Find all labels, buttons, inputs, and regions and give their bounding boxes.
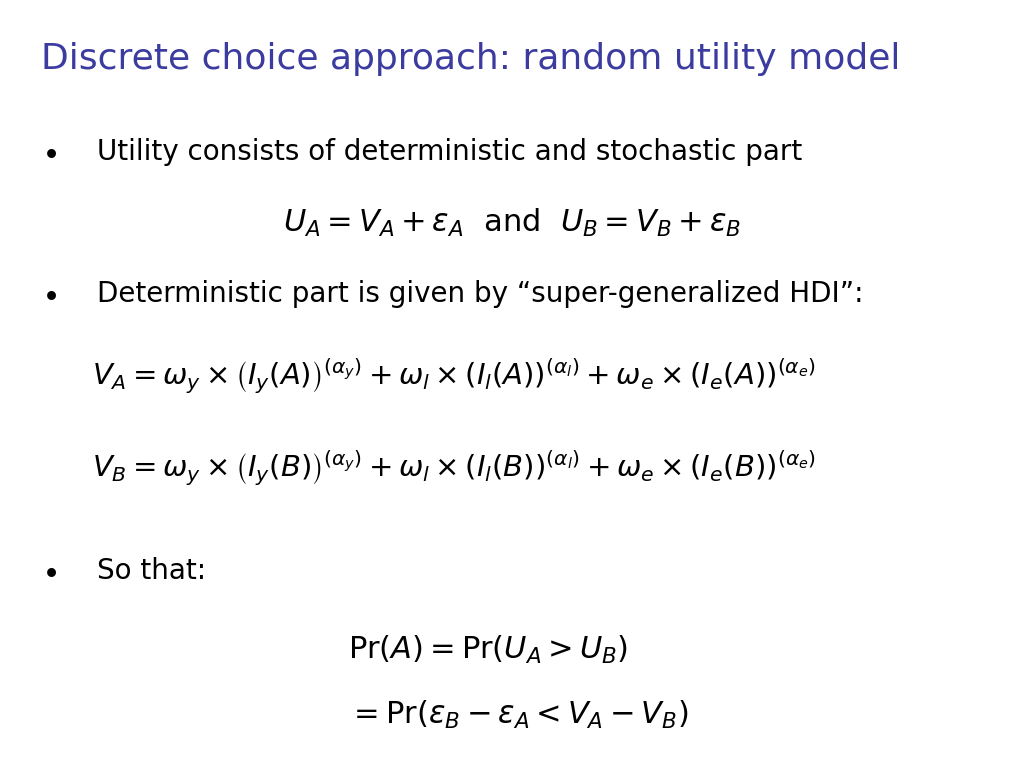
Text: $\bullet$: $\bullet$ bbox=[41, 557, 57, 586]
Text: $\bullet$: $\bullet$ bbox=[41, 138, 57, 167]
Text: $\bullet$: $\bullet$ bbox=[41, 280, 57, 310]
Text: So that:: So that: bbox=[97, 557, 207, 584]
Text: $\mathrm{Pr}(A) = \mathrm{Pr}(U_A > U_B)$: $\mathrm{Pr}(A) = \mathrm{Pr}(U_A > U_B)… bbox=[348, 634, 629, 666]
Text: $U_A = V_A + \varepsilon_A$  and  $U_B = V_B + \varepsilon_B$: $U_A = V_A + \varepsilon_A$ and $U_B = V… bbox=[283, 207, 741, 240]
Text: $V_A = \omega_y \times \left(I_y(A)\right)^{(\alpha_y)} +\omega_l \times \left(I: $V_A = \omega_y \times \left(I_y(A)\righ… bbox=[92, 357, 816, 396]
Text: $= \mathrm{Pr}(\varepsilon_B - \varepsilon_A < V_A - V_B)$: $= \mathrm{Pr}(\varepsilon_B - \varepsil… bbox=[348, 699, 688, 731]
Text: $V_B = \omega_y \times \left(I_y(B)\right)^{(\alpha_y)} +\omega_l \times \left(I: $V_B = \omega_y \times \left(I_y(B)\righ… bbox=[92, 449, 816, 488]
Text: Utility consists of deterministic and stochastic part: Utility consists of deterministic and st… bbox=[97, 138, 803, 166]
Text: Discrete choice approach: random utility model: Discrete choice approach: random utility… bbox=[41, 42, 900, 76]
Text: Deterministic part is given by “super-generalized HDI”:: Deterministic part is given by “super-ge… bbox=[97, 280, 864, 308]
